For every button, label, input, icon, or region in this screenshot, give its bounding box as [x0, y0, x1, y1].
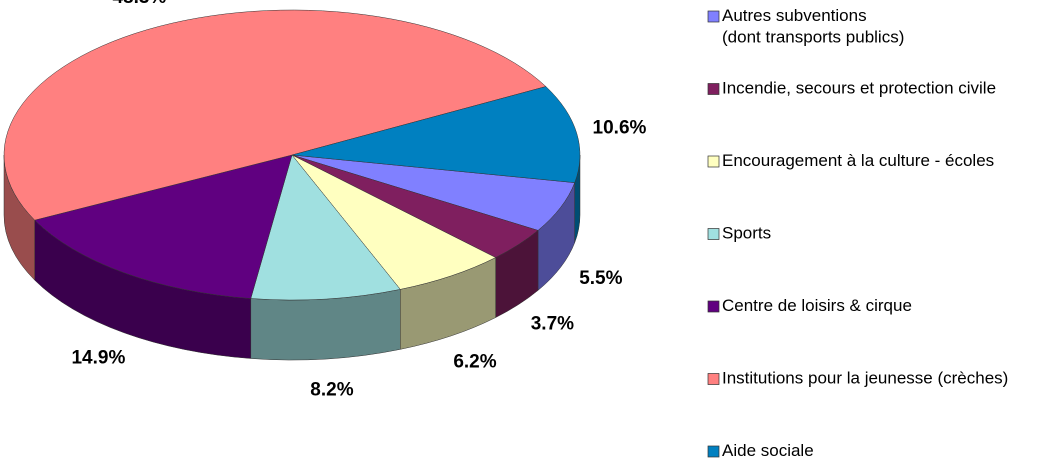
legend-swatch	[707, 10, 720, 23]
data-label: 48.3%	[112, 0, 166, 8]
legend-swatch	[707, 445, 720, 458]
slice	[291, 154, 497, 290]
legend-label: Autres subventions (dont transports publi…	[722, 6, 904, 46]
data-label: 10.6%	[593, 118, 647, 139]
legend-label: Centre de loisirs & cirque	[722, 296, 912, 315]
legend-label: Aide sociale	[722, 441, 814, 460]
slice	[3, 9, 547, 221]
legend-label: Sports	[722, 224, 771, 243]
legend-swatch	[707, 300, 720, 313]
legend-label: Institutions pour la jeunesse (crèches)	[722, 369, 1008, 388]
legend-swatch	[707, 228, 720, 240]
data-label: 3.7%	[531, 313, 574, 334]
slice	[291, 86, 581, 183]
legend-label: Encouragement à la culture - écoles	[722, 151, 994, 170]
legend-swatch	[707, 155, 720, 168]
legend-label: Incendie, secours et protection civile	[722, 79, 996, 98]
legend-swatch	[707, 373, 720, 385]
data-label: 6.2%	[453, 351, 496, 372]
legend-swatch	[707, 83, 720, 95]
slice	[250, 154, 401, 301]
data-label: 14.9%	[71, 348, 125, 369]
slice	[34, 154, 293, 299]
data-label: 5.5%	[579, 268, 622, 289]
data-label: 8.2%	[310, 380, 353, 401]
